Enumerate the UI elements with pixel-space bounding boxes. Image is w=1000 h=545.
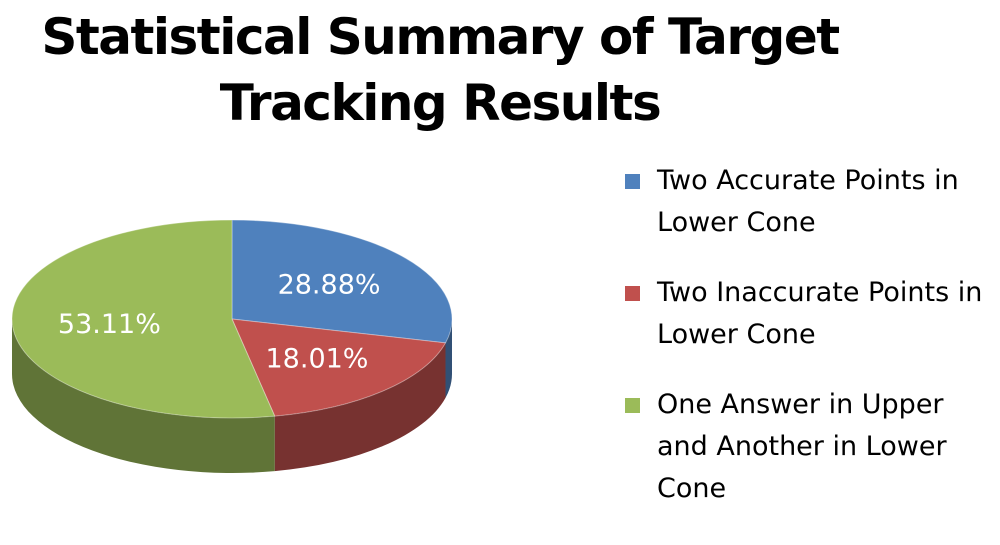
pie-side-walls [12,319,452,473]
data-label-one-answer-upper: 53.11% [58,309,161,340]
legend-label-two-inaccurate: Two Inaccurate Points in Lower Cone [657,277,983,350]
pie-data-labels: 28.88% 18.01% 53.11% [58,269,381,374]
data-label-two-inaccurate: 18.01% [266,344,369,375]
legend-item-one-answer-upper: One Answer in Upper and Another in Lower… [625,384,997,510]
legend: Two Accurate Points in Lower Cone Two In… [625,160,997,510]
data-label-two-accurate: 28.88% [278,269,381,300]
pie-slice-one-answer-upper [11,219,276,419]
legend-swatch-two-accurate [625,174,640,189]
pie-side-two-accurate [445,319,452,398]
pie-slice-two-inaccurate [231,318,447,417]
chart-title: Statistical Summary of Target Tracking R… [41,8,840,132]
pie-side-one-answer-upper [12,319,275,473]
pie-side-two-inaccurate [274,342,446,472]
pie-slice-two-accurate [231,219,453,344]
legend-swatch-two-inaccurate [625,286,640,301]
legend-label-two-accurate: Two Accurate Points in Lower Cone [657,165,959,238]
pie-top-faces [11,219,453,419]
legend-swatch-one-answer-upper [625,398,640,413]
legend-item-two-inaccurate: Two Inaccurate Points in Lower Cone [625,272,997,356]
legend-label-one-answer-upper: One Answer in Upper and Another in Lower… [657,389,947,504]
legend-item-two-accurate: Two Accurate Points in Lower Cone [625,160,997,244]
